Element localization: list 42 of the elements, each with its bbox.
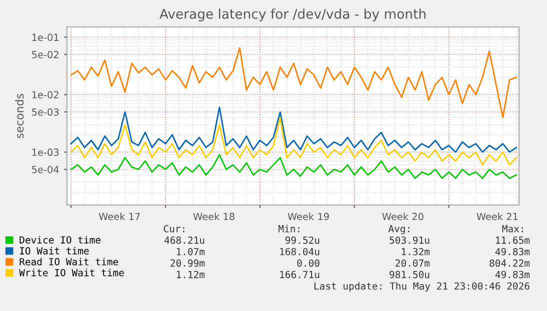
line-series <box>70 154 517 179</box>
y-tick-label: 1e-02 <box>32 91 58 98</box>
x-tick-label: Week 20 <box>382 212 424 220</box>
chart-title: Average latency for /dev/vda - by month <box>160 8 426 22</box>
text: 503.91u <box>390 236 430 244</box>
x-tick-label: Week 19 <box>288 212 329 220</box>
y-tick-label: 5e-02 <box>32 50 58 58</box>
y-tick-label: 1e-01 <box>32 34 58 41</box>
text: 981.50u <box>390 270 430 278</box>
text: 49.83m <box>495 248 530 256</box>
text: 20.99m <box>170 259 205 267</box>
text: 168.04u <box>280 248 320 256</box>
y-tick-label: 1e-03 <box>32 148 59 156</box>
y-tick-label: 5e-03 <box>32 108 59 116</box>
legend-label: Write IO Wait time <box>19 268 124 276</box>
x-tick-label: Week 17 <box>98 212 140 220</box>
text: Cur: <box>164 225 184 232</box>
y-axis-title: seconds <box>15 94 24 138</box>
text: 20.07m <box>396 259 430 267</box>
line-series <box>70 106 517 153</box>
text: 166.71u <box>280 270 320 278</box>
y-tick-label: 5e-04 <box>32 166 59 174</box>
text: 468.21u <box>164 236 204 244</box>
line-series <box>70 116 517 166</box>
legend-label: Device IO time <box>20 236 100 244</box>
text: 49.83m <box>495 270 530 278</box>
text: Max: <box>502 225 523 232</box>
line-series <box>70 47 517 118</box>
text: 1.12m <box>176 270 205 278</box>
text: 11.65m <box>496 236 530 244</box>
x-tick-label: Week 21 <box>476 212 518 220</box>
text: 804.22m <box>490 259 530 267</box>
text: 0.00 <box>297 259 320 267</box>
text: Min: <box>278 224 300 232</box>
legend-label: Read IO Wait time <box>20 258 118 266</box>
text: 99.52u <box>285 236 320 244</box>
text: 1.32m <box>402 248 430 256</box>
x-tick-label: Week 18 <box>193 212 234 220</box>
text: Avg: <box>388 225 410 234</box>
legend-label: IO Wait time <box>20 246 89 254</box>
text: 1.07m <box>176 248 205 256</box>
text: Last update: Thu May 21 23:00:46 2026 <box>314 282 530 292</box>
